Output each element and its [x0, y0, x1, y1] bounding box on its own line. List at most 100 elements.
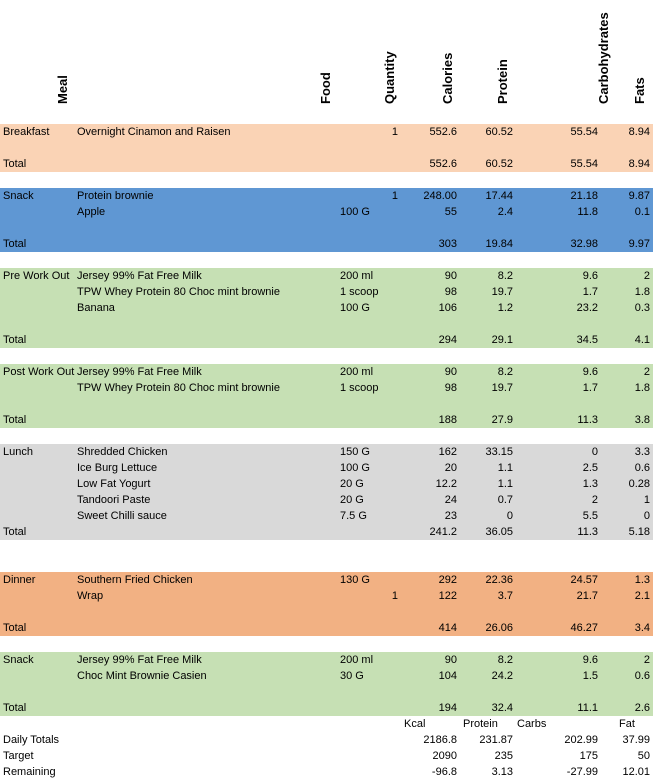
total-row: Total 294 29.1 34.5 4.1 — [0, 332, 653, 348]
fats-cell: 0.28 — [628, 478, 650, 490]
calories-cell: 104 — [438, 670, 457, 682]
carbohydrates-cell: 1.7 — [582, 286, 598, 298]
table-row: Ice Burg Lettuce 100 G 20 1.1 2.5 0.6 — [0, 460, 653, 476]
summary-carbs: -27.99 — [566, 766, 598, 778]
protein-cell: 0.7 — [497, 494, 513, 506]
calories-cell: 23 — [444, 510, 457, 522]
summary-label: Remaining — [3, 766, 56, 778]
meal-cell: Lunch — [3, 446, 33, 458]
summary-protein: 235 — [494, 750, 513, 762]
food-cell: Shredded Chicken — [77, 446, 168, 458]
summary-carbs-header: Carbs — [517, 718, 547, 730]
fats-cell: 3.3 — [634, 446, 650, 458]
fats-cell: 2 — [643, 270, 650, 282]
quantity-header: Quantity — [382, 51, 397, 104]
unit-cell: 1 scoop — [340, 382, 379, 394]
total-label: Total — [3, 158, 27, 170]
unit-cell: 20 G — [340, 478, 364, 490]
unit-cell: 200 ml — [340, 366, 374, 378]
unit-cell: 200 ml — [340, 654, 374, 666]
fats-header: Fats — [632, 77, 647, 104]
total-carbohydrates: 55.54 — [570, 158, 598, 170]
total-carbohydrates: 46.27 — [570, 622, 598, 634]
protein-cell: 24.2 — [491, 670, 513, 682]
table-row: TPW Whey Protein 80 Choc mint brownie 1 s… — [0, 380, 653, 396]
calories-cell: 90 — [444, 654, 457, 666]
unit-cell: 150 G — [340, 446, 370, 458]
protein-cell: 3.7 — [497, 590, 513, 602]
summary-kcal-header: Kcal — [404, 718, 426, 730]
quantity-cell: 1 — [391, 126, 398, 138]
total-fats: 4.1 — [634, 334, 650, 346]
table-row: TPW Whey Protein 80 Choc mint brownie 1 s… — [0, 284, 653, 300]
meal-section: Dinner Southern Fried Chicken 130 G 292 22.3… — [0, 572, 653, 636]
total-row: Total 303 19.84 32.98 9.97 — [0, 236, 653, 252]
total-protein: 19.84 — [485, 238, 513, 250]
unit-cell: 1 scoop — [340, 286, 379, 298]
meal-header: Meal — [55, 75, 70, 104]
total-row: Total 241.2 36.05 11.3 5.18 — [0, 524, 653, 540]
summary-row: Remaining -96.8 3.13 -27.99 12.01 — [0, 764, 653, 780]
carbohydrates-cell: 2.5 — [582, 462, 598, 474]
meal-cell: Post Work Out — [3, 366, 75, 378]
food-cell: Apple — [77, 206, 106, 218]
carbohydrates-cell: 0 — [591, 446, 598, 458]
protein-header: Protein — [495, 59, 510, 104]
fats-cell: 2.1 — [634, 590, 650, 602]
carbohydrates-cell: 9.6 — [582, 270, 598, 282]
total-label: Total — [3, 238, 27, 250]
carbohydrates-cell: 55.54 — [570, 126, 598, 138]
calories-cell: 20 — [444, 462, 457, 474]
protein-cell: 33.15 — [485, 446, 513, 458]
food-header: Food — [318, 72, 333, 104]
total-row: Total 188 27.9 11.3 3.8 — [0, 412, 653, 428]
table-row: Banana 100 G 106 1.2 23.2 0.3 — [0, 300, 653, 316]
food-cell: Jersey 99% Fat Free Milk — [77, 654, 202, 666]
food-cell: TPW Whey Protein 80 Choc mint brownie — [77, 286, 280, 298]
protein-cell: 17.44 — [485, 190, 513, 202]
unit-cell: 100 G — [340, 302, 370, 314]
food-cell: Overnight Cinamon and Raisen — [77, 126, 231, 138]
summary-kcal: 2090 — [432, 750, 457, 762]
calories-header: Calories — [440, 52, 455, 104]
table-row: Wrap 1 122 3.7 21.7 2.1 — [0, 588, 653, 604]
table-row: Snack Jersey 99% Fat Free Milk 200 ml 90 8.2… — [0, 652, 653, 668]
protein-cell: 22.36 — [485, 574, 513, 586]
total-row: Total 414 26.06 46.27 3.4 — [0, 620, 653, 636]
table-row: Pre Work Out Jersey 99% Fat Free Milk 200 … — [0, 268, 653, 284]
fats-cell: 0.6 — [634, 670, 650, 682]
summary-fat: 50 — [637, 750, 650, 762]
total-calories: 294 — [438, 334, 457, 346]
table-row: Apple 100 G 55 2.4 11.8 0.1 — [0, 204, 653, 220]
calories-cell: 106 — [438, 302, 457, 314]
meal-cell: Breakfast — [3, 126, 50, 138]
protein-cell: 60.52 — [485, 126, 513, 138]
summary-label: Daily Totals — [3, 734, 60, 746]
total-label: Total — [3, 526, 27, 538]
summary-kcal: 2186.8 — [423, 734, 457, 746]
fats-cell: 0.3 — [634, 302, 650, 314]
fats-cell: 0.1 — [634, 206, 650, 218]
protein-cell: 1.2 — [497, 302, 513, 314]
calories-cell: 24 — [444, 494, 457, 506]
table-row: Lunch Shredded Chicken 150 G 162 33.15 0 3.3 — [0, 444, 653, 460]
calories-cell: 55 — [444, 206, 457, 218]
calories-cell: 162 — [438, 446, 457, 458]
total-row: Total 552.6 60.52 55.54 8.94 — [0, 156, 653, 172]
total-carbohydrates: 32.98 — [570, 238, 598, 250]
summary-kcal: -96.8 — [431, 766, 457, 778]
meal-section: Lunch Shredded Chicken 150 G 162 33.15 0 3.3 Ic… — [0, 444, 653, 540]
calories-cell: 98 — [444, 286, 457, 298]
total-label: Total — [3, 334, 27, 346]
protein-cell: 19.7 — [491, 382, 513, 394]
meal-section: Breakfast Overnight Cinamon and Raisen 1 55… — [0, 124, 653, 172]
food-cell: TPW Whey Protein 80 Choc mint brownie — [77, 382, 280, 394]
fats-cell: 2 — [643, 366, 650, 378]
food-cell: Banana — [77, 302, 115, 314]
total-fats: 3.8 — [634, 414, 650, 426]
summary-protein-header: Protein — [463, 718, 498, 730]
unit-cell: 200 ml — [340, 270, 374, 282]
total-label: Total — [3, 414, 27, 426]
total-fats: 3.4 — [634, 622, 650, 634]
total-carbohydrates: 11.3 — [577, 526, 598, 538]
